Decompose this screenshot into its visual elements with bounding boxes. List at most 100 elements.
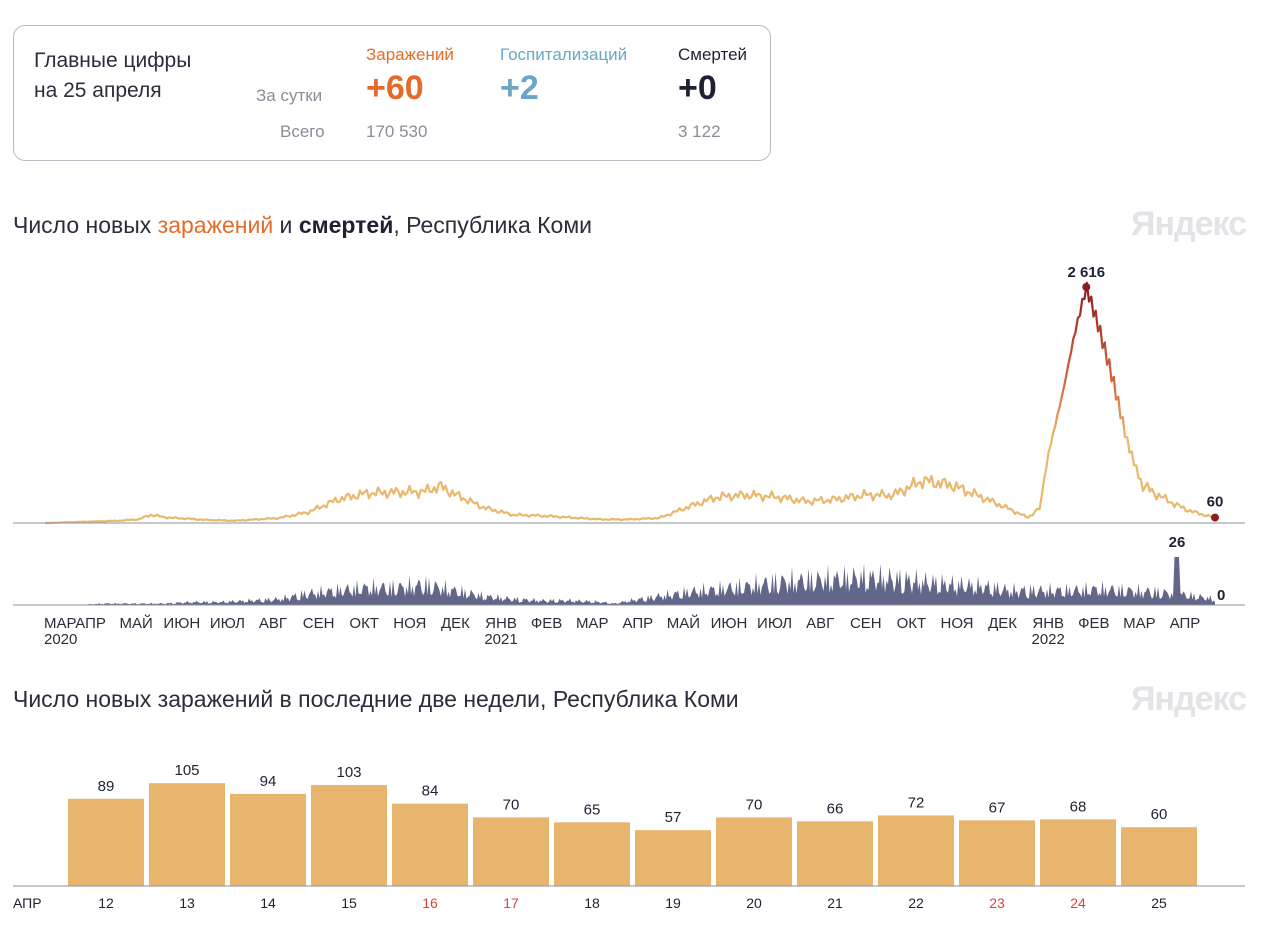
deaths-last-label: 0 [1217, 587, 1225, 604]
total-label: Всего [280, 122, 325, 141]
month-tick-label: ЯНВ [1032, 615, 1064, 632]
chart1-title-suffix: , Республика Коми [393, 212, 592, 238]
month-tick-label: АПР [75, 615, 106, 632]
month-tick-label: МАЙ [667, 614, 700, 632]
bar-category-label: 22 [908, 895, 924, 911]
month-tick-label: ИЮЛ [757, 615, 792, 632]
chart1-title-middle: и [273, 212, 299, 238]
bar-value-label: 68 [1070, 798, 1087, 815]
yandex-watermark-bottom: Яндекс [1131, 680, 1247, 718]
month-tick-label: ДЕК [441, 615, 470, 632]
yandex-watermark-top: Яндекс [1131, 205, 1247, 243]
month-tick-label: МАР [576, 615, 609, 632]
bar-value-label: 89 [98, 778, 115, 795]
bar [311, 785, 387, 886]
bar-category-label: 19 [665, 895, 681, 911]
bar [149, 783, 225, 886]
bar [716, 817, 792, 886]
bar-category-label: 13 [179, 895, 195, 911]
chart2-title: Число новых заражений в последние две не… [13, 686, 739, 712]
summary-title-line1: Главные цифры [34, 49, 192, 72]
month-tick-label: НОЯ [940, 615, 973, 632]
bar [878, 815, 954, 886]
bar-category-label: 12 [98, 895, 114, 911]
bar-category-label: 15 [341, 895, 357, 911]
bar [473, 817, 549, 886]
infections-last-label: 60 [1207, 494, 1224, 511]
chart1-title-deaths: смертей [298, 212, 394, 238]
month-tick-label: СЕН [303, 615, 335, 632]
infections-peak-label: 2 616 [1068, 264, 1106, 281]
bar-value-label: 60 [1151, 806, 1168, 823]
bar-value-label: 70 [503, 796, 520, 813]
bar [1121, 827, 1197, 886]
year-tick-label: 2021 [484, 631, 517, 648]
bar [635, 830, 711, 886]
bar-category-label: 14 [260, 895, 276, 911]
summary-title: Главные цифры на 25 апреля [34, 46, 191, 106]
bar-value-label: 57 [665, 809, 682, 826]
month-tick-label: ФЕВ [1078, 615, 1109, 632]
bar [230, 793, 306, 886]
bar-category-label: 18 [584, 895, 600, 911]
deaths-area [45, 557, 1215, 605]
hospitalizations-daily: +2 [500, 69, 539, 107]
infections-line [44, 281, 1216, 525]
month-tick-label: НОЯ [393, 615, 426, 632]
deaths-total: 3 122 [678, 122, 721, 141]
bar-category-label: 23 [989, 895, 1005, 911]
bar-category-label: 24 [1070, 895, 1086, 911]
bar [68, 798, 144, 886]
deaths-daily: +0 [678, 69, 717, 107]
bar-value-label: 94 [260, 773, 277, 790]
bar-category-label: 21 [827, 895, 843, 911]
bar-value-label: 67 [989, 799, 1006, 816]
chart1-title: Число новых заражений и смертей, Республ… [13, 212, 592, 239]
year-tick-label: 2022 [1032, 631, 1065, 648]
bar [1040, 819, 1116, 886]
month-tick-label: ИЮН [711, 615, 748, 632]
month-tick-label: ОКТ [897, 615, 927, 632]
deaths-header: Смертей [678, 45, 748, 64]
month-tick-label: АВГ [259, 615, 287, 632]
bar-value-label: 105 [174, 762, 199, 779]
month-tick-label: АПР [1170, 615, 1201, 632]
bar [959, 820, 1035, 886]
month-tick-label: ИЮЛ [210, 615, 245, 632]
bar [797, 821, 873, 886]
infections-last-marker [1211, 513, 1219, 522]
bar [392, 803, 468, 886]
bar-category-label: 17 [503, 895, 519, 911]
bar-category-label: 20 [746, 895, 762, 911]
bar-month-label: АПР [13, 895, 42, 911]
month-tick-label: АПР [622, 615, 653, 632]
bar-category-label: 25 [1151, 895, 1167, 911]
chart1-title-infections: заражений [157, 212, 274, 238]
year-tick-label: 2020 [44, 631, 77, 648]
infections-daily: +60 [366, 69, 424, 107]
month-tick-label: МАР [1123, 615, 1156, 632]
bar-value-label: 84 [422, 783, 439, 800]
infections-total: 170 530 [366, 122, 428, 141]
month-tick-label: ДЕК [988, 615, 1017, 632]
bar-value-label: 70 [746, 796, 763, 813]
month-tick-label: ЯНВ [485, 615, 517, 632]
bar-value-label: 72 [908, 794, 925, 811]
hospitalizations-header: Госпитализаций [500, 45, 628, 64]
month-tick-label: МАЙ [120, 614, 153, 632]
month-tick-label: МАР [44, 615, 77, 632]
deaths-peak-label: 26 [1169, 534, 1186, 551]
per-day-label: За сутки [256, 86, 323, 105]
chart1-title-prefix: Число новых [13, 212, 158, 238]
month-tick-label: ОКТ [349, 615, 379, 632]
month-tick-label: ИЮН [163, 615, 200, 632]
month-tick-label: СЕН [850, 615, 882, 632]
bar-value-label: 103 [336, 764, 361, 781]
summary-card: Главные цифры на 25 апреля За сутки Всег… [13, 25, 771, 161]
two-week-bar-chart: 89 12 105 13 94 14 103 15 84 16 70 17 65 18 57 19 70 20 66… [13, 762, 1245, 911]
bar-category-label: 16 [422, 895, 438, 911]
bar-value-label: 66 [827, 800, 844, 817]
month-tick-label: ФЕВ [531, 615, 562, 632]
infections-peak-marker [1082, 283, 1091, 291]
